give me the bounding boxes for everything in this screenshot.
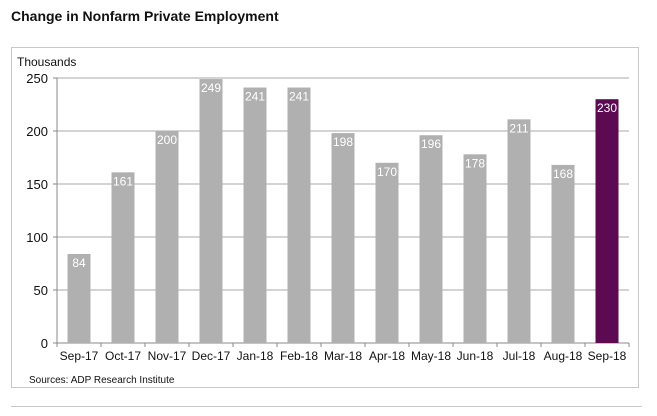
bar-mar-18 bbox=[331, 133, 355, 343]
bar-sep-18 bbox=[595, 99, 619, 343]
y-tick-label: 200 bbox=[26, 124, 48, 139]
bar-sep-17 bbox=[67, 253, 91, 343]
data-label: 200 bbox=[157, 133, 177, 147]
x-tick-label: Sep-17 bbox=[60, 349, 99, 363]
data-label: 161 bbox=[113, 174, 133, 188]
data-label: 84 bbox=[72, 256, 86, 270]
data-label: 196 bbox=[421, 137, 441, 151]
y-tick-label: 250 bbox=[26, 71, 48, 86]
chart-title: Change in Nonfarm Private Employment bbox=[11, 8, 279, 24]
data-label: 168 bbox=[553, 167, 573, 181]
y-tick-label: 100 bbox=[26, 230, 48, 245]
data-label: 178 bbox=[465, 156, 485, 170]
bar-jul-18 bbox=[507, 119, 531, 343]
bar-may-18 bbox=[419, 135, 443, 343]
x-tick-label: Sep-18 bbox=[588, 349, 627, 363]
data-label: 241 bbox=[289, 90, 309, 104]
bar-nov-17 bbox=[155, 131, 179, 343]
bar-jun-18 bbox=[463, 154, 487, 343]
y-tick-label: 150 bbox=[26, 177, 48, 192]
x-tick-label: Mar-18 bbox=[324, 349, 362, 363]
x-tick-label: Aug-18 bbox=[544, 349, 583, 363]
bar-oct-17 bbox=[111, 172, 135, 343]
bar-aug-18 bbox=[551, 164, 575, 343]
x-tick-label: Dec-17 bbox=[192, 349, 231, 363]
chart-frame bbox=[11, 47, 639, 388]
divider bbox=[11, 406, 642, 407]
bar-dec-17 bbox=[199, 79, 223, 343]
data-label: 198 bbox=[333, 135, 353, 149]
y-tick-label: 50 bbox=[34, 283, 48, 298]
x-tick-label: Jun-18 bbox=[457, 349, 494, 363]
bar-jan-18 bbox=[243, 87, 267, 343]
x-tick-label: Apr-18 bbox=[369, 349, 405, 363]
x-tick-label: Oct-17 bbox=[105, 349, 141, 363]
x-tick-label: Jul-18 bbox=[503, 349, 536, 363]
data-label: 241 bbox=[245, 90, 265, 104]
data-label: 170 bbox=[377, 165, 397, 179]
chart-source: Sources: ADP Research Institute bbox=[29, 375, 175, 386]
data-label: 230 bbox=[597, 101, 617, 115]
x-tick-label: Nov-17 bbox=[148, 349, 187, 363]
x-tick-label: Feb-18 bbox=[280, 349, 318, 363]
data-label: 211 bbox=[509, 121, 528, 135]
y-axis-label: Thousands bbox=[17, 55, 76, 69]
y-tick-label: 0 bbox=[41, 336, 48, 351]
data-label: 249 bbox=[201, 81, 221, 95]
bar-feb-18 bbox=[287, 87, 311, 343]
x-tick-label: Jan-18 bbox=[237, 349, 274, 363]
x-tick-label: May-18 bbox=[411, 349, 451, 363]
bar-apr-18 bbox=[375, 162, 399, 343]
